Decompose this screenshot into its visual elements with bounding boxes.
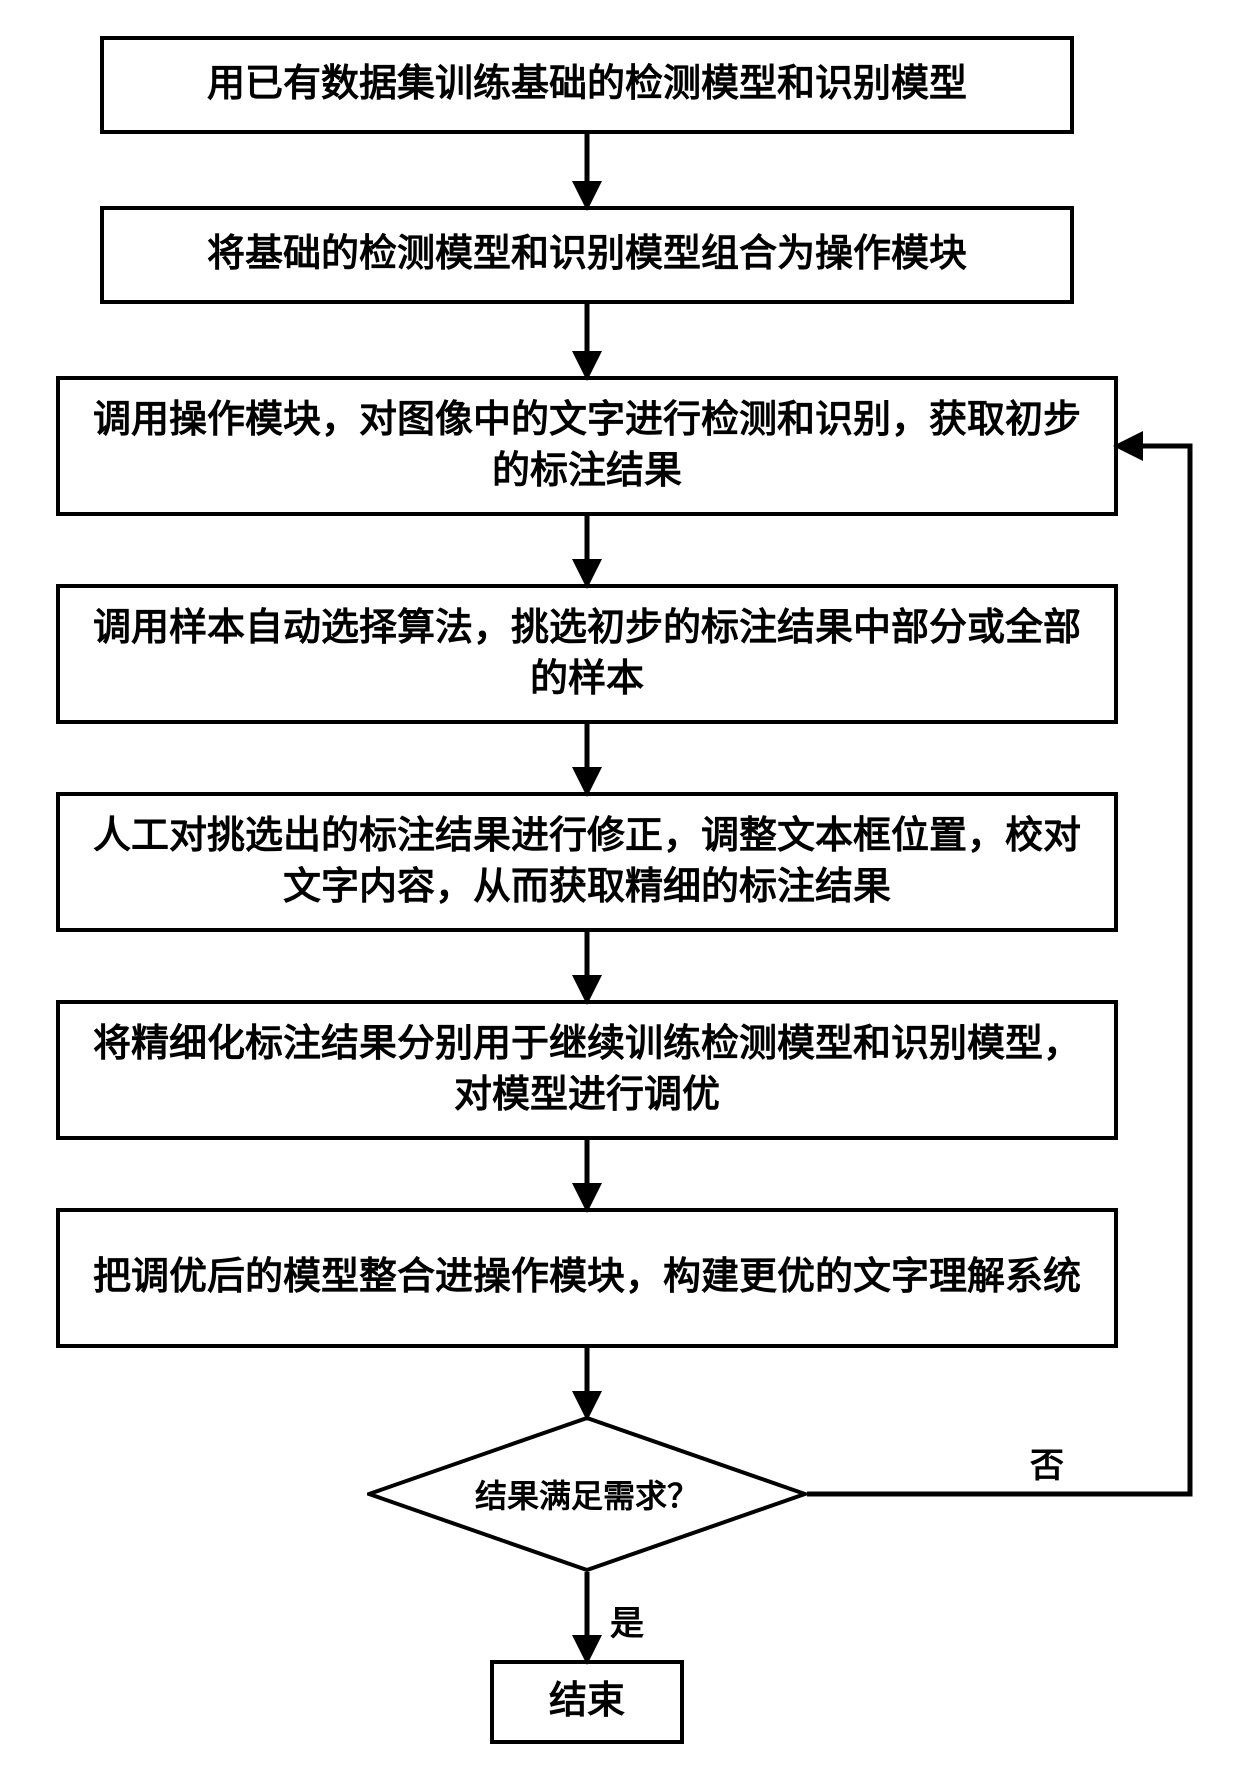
node-n8-label: 结束: [549, 1676, 625, 1727]
node-d1: 结果满足需求？: [367, 1416, 807, 1572]
node-n1-label: 用已有数据集训练基础的检测模型和识别模型: [207, 59, 967, 110]
node-n3-label: 调用操作模块，对图像中的文字进行检测和识别，获取初步的标注结果: [80, 395, 1094, 498]
node-n7-label: 把调优后的模型整合进操作模块，构建更优的文字理解系统: [93, 1252, 1081, 1303]
edge-label-yes: 是: [610, 1596, 644, 1645]
node-n1: 用已有数据集训练基础的检测模型和识别模型: [100, 36, 1074, 134]
node-n2: 将基础的检测模型和识别模型组合为操作模块: [100, 206, 1074, 304]
node-n3: 调用操作模块，对图像中的文字进行检测和识别，获取初步的标注结果: [56, 376, 1118, 516]
node-n4-label: 调用样本自动选择算法，挑选初步的标注结果中部分或全部的样本: [80, 603, 1094, 706]
edge-label-no: 否: [1030, 1438, 1064, 1487]
node-d1-label: 结果满足需求？: [475, 1471, 699, 1517]
node-n8: 结束: [490, 1660, 684, 1744]
node-n6-label: 将精细化标注结果分别用于继续训练检测模型和识别模型，对模型进行调优: [80, 1019, 1094, 1122]
flowchart-canvas: 用已有数据集训练基础的检测模型和识别模型 将基础的检测模型和识别模型组合为操作模…: [0, 0, 1240, 1770]
node-n2-label: 将基础的检测模型和识别模型组合为操作模块: [207, 229, 967, 280]
node-n5: 人工对挑选出的标注结果进行修正，调整文本框位置，校对文字内容，从而获取精细的标注…: [56, 792, 1118, 932]
node-n7: 把调优后的模型整合进操作模块，构建更优的文字理解系统: [56, 1208, 1118, 1348]
node-n5-label: 人工对挑选出的标注结果进行修正，调整文本框位置，校对文字内容，从而获取精细的标注…: [80, 811, 1094, 914]
node-n6: 将精细化标注结果分别用于继续训练检测模型和识别模型，对模型进行调优: [56, 1000, 1118, 1140]
node-n4: 调用样本自动选择算法，挑选初步的标注结果中部分或全部的样本: [56, 584, 1118, 724]
